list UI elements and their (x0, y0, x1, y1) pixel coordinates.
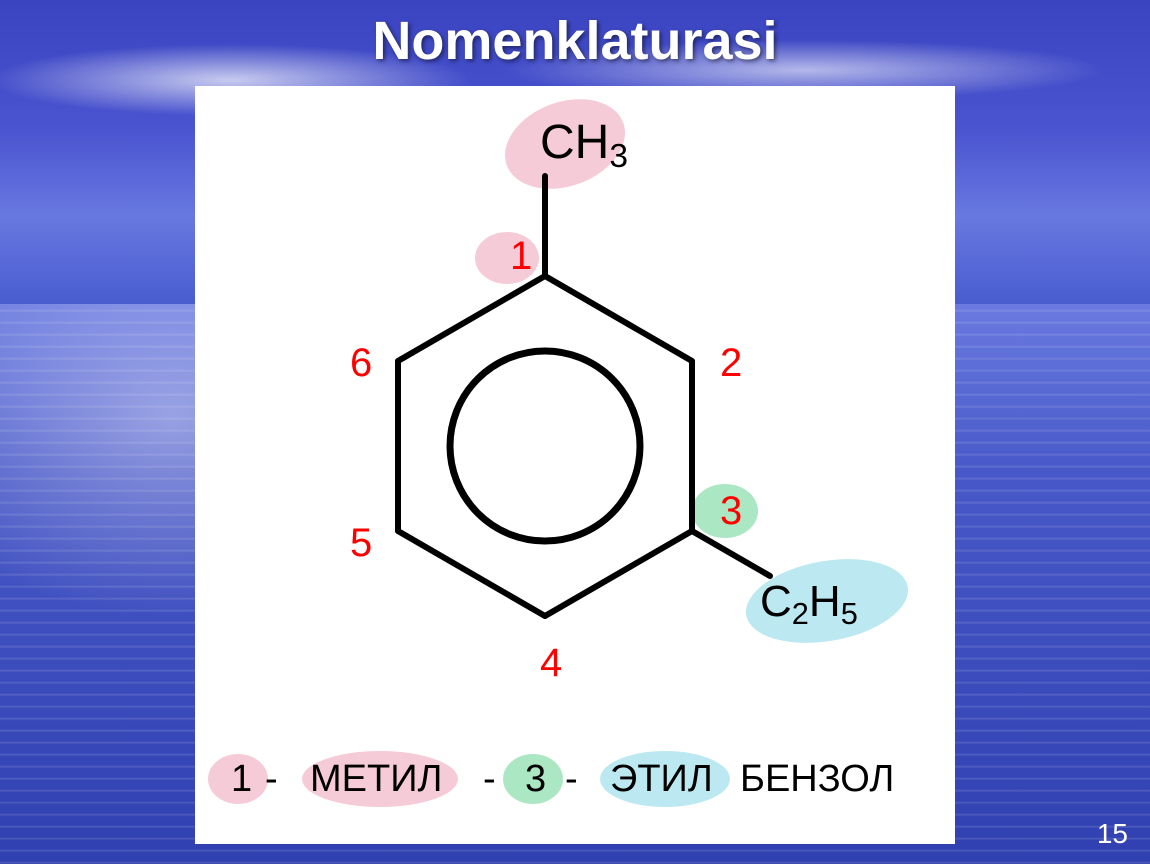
nomenclature-text: 3 (525, 758, 546, 800)
slide-title: Nomenklaturasi (0, 10, 1150, 72)
position-number: 6 (350, 341, 372, 385)
position-number: 4 (540, 641, 562, 685)
aromatic-circle (450, 351, 640, 541)
bond-line (692, 531, 770, 576)
nomenclature-text: - (483, 758, 496, 800)
nomenclature-text: МЕТИЛ (310, 758, 442, 800)
nomenclature-text: - (265, 758, 278, 800)
nomenclature-text: - (565, 758, 578, 800)
nomenclature-text: БЕНЗОЛ (740, 758, 894, 800)
nomenclature-text: ЭТИЛ (610, 758, 713, 800)
slide-number: 15 (1097, 818, 1128, 850)
position-number: 1 (510, 234, 532, 278)
position-number: 5 (350, 521, 372, 565)
benzene-hexagon (398, 276, 692, 616)
position-number: 2 (720, 341, 742, 385)
chemical-structure-svg: CH3C2H51234561-МЕТИЛ-3-ЭТИЛБЕНЗОЛ (195, 86, 955, 844)
position-number: 3 (720, 489, 742, 533)
diagram-panel: CH3C2H51234561-МЕТИЛ-3-ЭТИЛБЕНЗОЛ (195, 86, 955, 844)
nomenclature-text: 1 (231, 758, 252, 800)
